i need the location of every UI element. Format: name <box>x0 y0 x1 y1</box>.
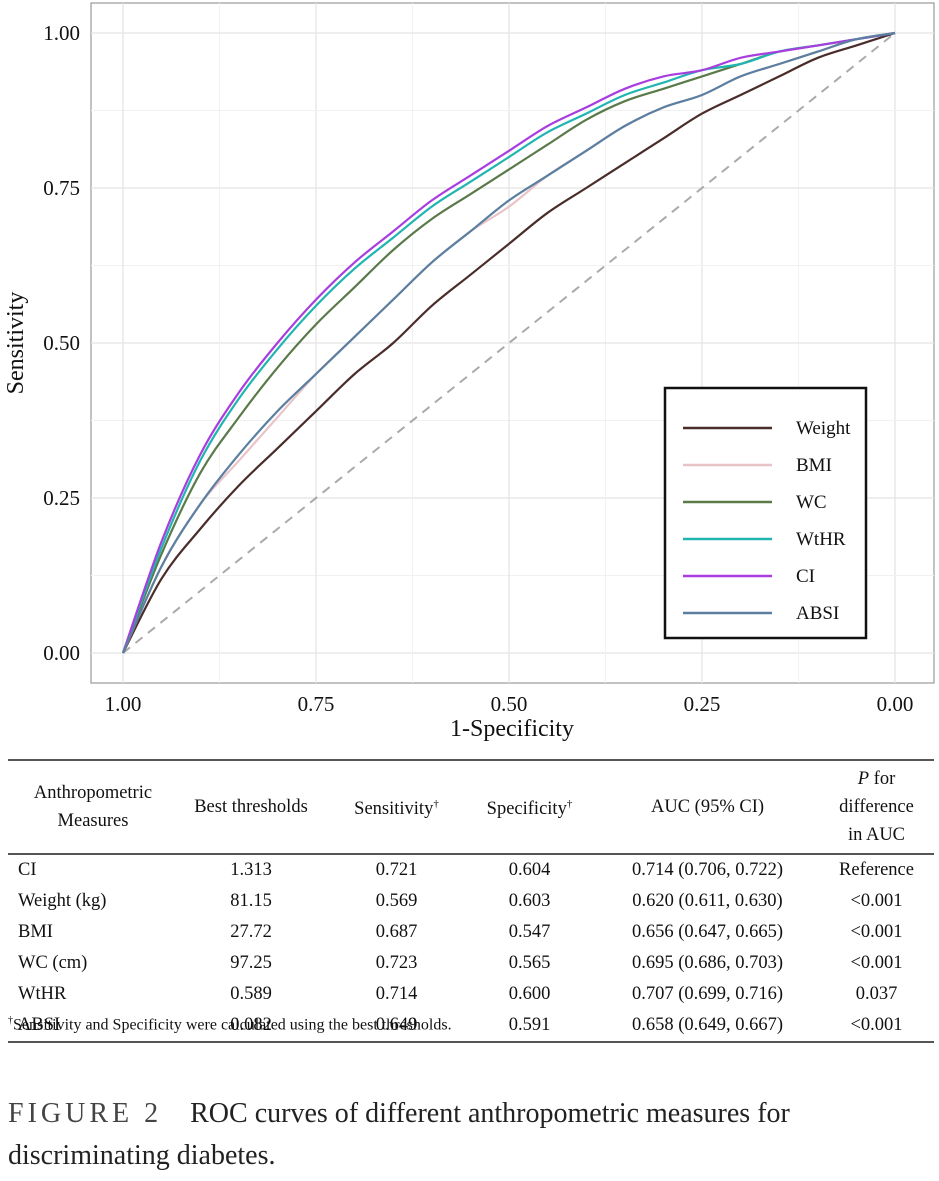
series-line-weight <box>122 31 896 654</box>
table-cell: 0.695 (0.686, 0.703) <box>631 953 784 973</box>
table-cell: Weight (kg) <box>18 891 107 911</box>
table-cell: <0.001 <box>850 922 903 942</box>
x-tick-label: 0.25 <box>684 692 721 716</box>
y-tick-label: 0.50 <box>43 331 80 355</box>
table-row: WC (cm) 97.25 0.723 0.565 0.695 (0.686, 0.70… <box>8 948 934 979</box>
series-line-wthr <box>121 31 896 654</box>
table-cell: 0.656 (0.647, 0.665) <box>631 922 784 942</box>
legend-label-ci: CI <box>796 566 815 587</box>
table-row: BMI 27.72 0.687 0.547 0.656 (0.647, 0.665) <0… <box>8 917 934 948</box>
table-cell: 0.603 <box>508 891 551 911</box>
header-best-thresholds: Best thresholds <box>172 760 330 854</box>
table-cell: 0.565 <box>508 953 551 973</box>
table-header-row: Anthropometric Measures Best thresholds … <box>8 760 934 854</box>
legend-label-wc: WC <box>796 492 827 513</box>
table-cell: 0.600 <box>508 984 551 1004</box>
footnote-text: Sensitivity and Specificity were calcula… <box>13 1016 452 1034</box>
legend-label-bmi: BMI <box>796 455 832 476</box>
legend-label-weight: Weight <box>796 418 851 439</box>
legend-box <box>663 386 868 640</box>
header-specificity: Specificity† <box>463 760 596 854</box>
header-best-thresholds-text: Best thresholds <box>194 797 308 817</box>
legend: Weight BMI WC WtHR CI ABSI <box>663 386 868 640</box>
header-measures-line2: Measures <box>57 811 129 831</box>
table-cell: 0.591 <box>508 1015 551 1035</box>
x-tick-label: 0.00 <box>877 692 914 716</box>
x-axis-title: 1-Specificity <box>450 716 574 742</box>
table-cell: BMI <box>18 922 53 942</box>
table-cell: 0.547 <box>508 922 551 942</box>
table-cell: CI <box>18 860 37 880</box>
series-line-ci <box>121 31 896 654</box>
table-cell: 81.15 <box>230 891 272 911</box>
reference-diagonal-line <box>122 32 896 654</box>
legend-entries: Weight BMI WC WtHR CI ABSI <box>683 418 851 624</box>
header-p-italic: P <box>857 769 870 789</box>
header-sensitivity-mark: † <box>433 798 439 811</box>
header-p-line2: in AUC <box>847 825 906 845</box>
header-specificity-text: Specificity <box>486 799 567 820</box>
table-cell: <0.001 <box>850 891 903 911</box>
table-cell: 0.687 <box>375 922 418 942</box>
figure-caption: FIGURE 2 ROC curves of different anthropo… <box>8 1093 928 1177</box>
table-cell: 0.714 (0.706, 0.722) <box>631 860 784 880</box>
table-cell: 0.569 <box>375 891 418 911</box>
legend-label-wthr: WtHR <box>796 529 846 550</box>
table-row: ABSI 0.082 0.649 0.591 0.658 (0.649, 0.667) <… <box>8 1010 934 1042</box>
caption-label: FIGURE 2 <box>8 1098 163 1129</box>
table-row: CI 1.313 0.721 0.604 0.714 (0.706, 0.722) Ref… <box>8 854 934 886</box>
header-sensitivity-text: Sensitivity <box>354 799 434 820</box>
header-measures-line1: Anthropometric <box>33 783 153 803</box>
table-cell: WC (cm) <box>18 953 88 973</box>
x-tick-label: 0.75 <box>298 692 335 716</box>
table-cell: 97.25 <box>230 953 272 973</box>
header-measures: Anthropometric Measures <box>8 760 172 854</box>
x-tick-label: 0.50 <box>491 692 528 716</box>
y-tick-label: 0.75 <box>43 176 80 200</box>
table-cell: 0.589 <box>230 984 272 1004</box>
caption-text: ROC curves of different anthropometric m… <box>8 1098 790 1171</box>
y-tick-labels: 0.00 0.25 0.50 0.75 1.00 <box>43 21 80 665</box>
statistics-table: Anthropometric Measures Best thresholds … <box>8 759 934 1043</box>
header-auc-text: AUC (95% CI) <box>650 797 765 817</box>
y-tick-label: 0.00 <box>43 641 80 665</box>
table-cell: 0.082 <box>230 1015 272 1035</box>
roc-chart: 1.00 0.75 0.50 0.25 0.00 0.000.250.500.751.0… <box>3 2 935 742</box>
table-cell: 0.721 <box>375 860 418 880</box>
table-cell: 0.658 (0.649, 0.667) <box>631 1015 784 1035</box>
y-tick-label: 0.25 <box>43 486 80 510</box>
y-axis-title: Sensitivity <box>3 292 29 395</box>
x-tick-label: 1.00 <box>105 692 142 716</box>
table-footnote: †Sensitivity and Specificity were calcul… <box>8 1015 452 1034</box>
header-p-line1: for difference <box>839 769 914 817</box>
table-cell: 0.037 <box>855 984 898 1004</box>
table-cell: <0.001 <box>850 953 903 973</box>
header-specificity-mark: † <box>566 798 573 811</box>
table-cell: 0.604 <box>508 860 551 880</box>
table-cell: Reference <box>839 860 914 880</box>
table-cell: 0.723 <box>375 953 418 973</box>
series-line-absi <box>121 31 896 654</box>
table-row: Weight (kg) 81.15 0.569 0.603 0.620 (0.611, … <box>8 886 934 917</box>
x-tick-labels: 1.00 0.75 0.50 0.25 0.00 <box>105 692 914 716</box>
table-cell: 0.620 (0.611, 0.630) <box>632 891 783 911</box>
legend-label-absi: ABSI <box>796 603 839 624</box>
table-cell: 0.649 <box>375 1015 418 1035</box>
header-auc: AUC (95% CI) <box>596 760 819 854</box>
table-cell: <0.001 <box>850 1015 903 1035</box>
table-cell: WtHR <box>18 984 67 1004</box>
table-cell: 1.313 <box>230 860 272 880</box>
table-cell: 27.72 <box>230 922 272 942</box>
table-cell: 0.714 <box>375 984 418 1004</box>
header-sensitivity: Sensitivity† <box>330 760 463 854</box>
series-lines <box>121 31 896 654</box>
footnote-mark: † <box>8 1015 13 1026</box>
header-p-value: P for difference in AUC <box>819 760 934 854</box>
y-tick-label: 1.00 <box>43 21 80 45</box>
table-cell: 0.707 (0.699, 0.716) <box>631 984 784 1004</box>
table-cell: ABSI <box>18 1015 61 1035</box>
table-row: WtHR 0.589 0.714 0.600 0.707 (0.699, 0.716) 0… <box>8 979 934 1010</box>
